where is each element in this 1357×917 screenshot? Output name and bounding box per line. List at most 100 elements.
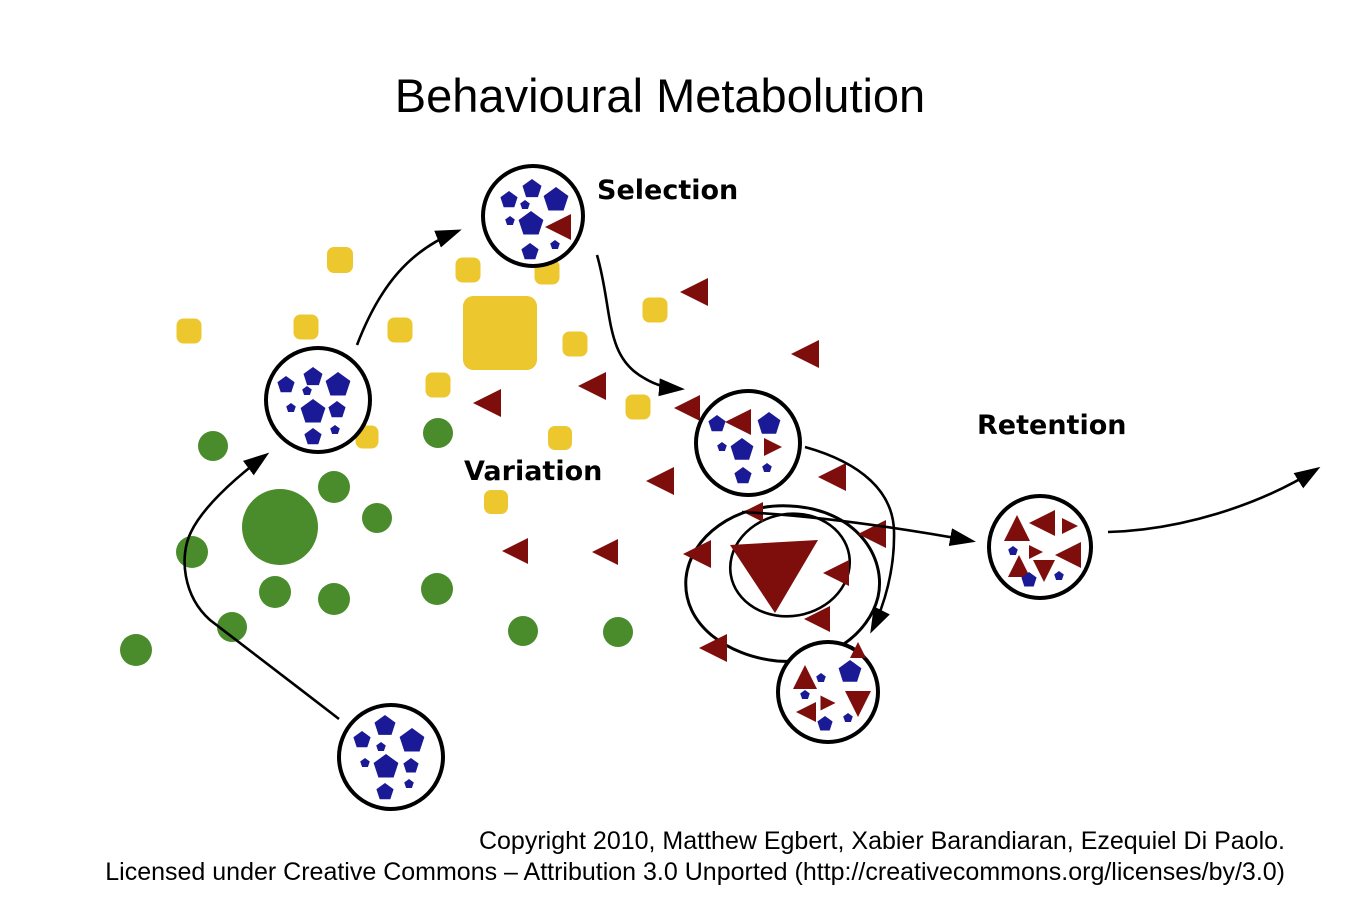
agent-pentagon: [286, 403, 296, 412]
agent-pentagon: [325, 372, 351, 396]
membrane-to-retention-arrow: [741, 510, 976, 546]
agent-pentagon: [521, 243, 539, 260]
green-food-circle: [318, 583, 350, 615]
agent-middle: [694, 389, 802, 497]
red-triangle: [683, 540, 711, 568]
agent-pentagon: [717, 442, 727, 451]
agent-pentagon: [353, 731, 371, 748]
agent-pentagon: [817, 716, 833, 731]
cycle-bottomleft-to-left-arrow: [183, 452, 340, 721]
yellow-food-square: [463, 296, 537, 370]
agent-pentagon: [522, 179, 542, 198]
agent-triangle: [1062, 518, 1078, 534]
agent-triangle: [820, 695, 836, 711]
yellow-food-square: [642, 297, 668, 323]
agent-triangle: [1004, 515, 1030, 541]
page-title: Behavioural Metabolution: [394, 69, 926, 122]
copyright-footer: Copyright 2010, Matthew Egbert, Xabier B…: [105, 826, 1285, 888]
agent-pentagon: [520, 200, 530, 209]
agent-triangle: [1033, 560, 1055, 582]
agent-triangle: [1029, 510, 1055, 536]
agent-pentagon: [843, 713, 853, 722]
membrane-outer: [684, 504, 881, 663]
agent-bottom-left: [337, 703, 445, 811]
agent-pentagon: [374, 715, 396, 735]
agent-pentagon: [816, 673, 826, 682]
arrow-layer: [183, 229, 1321, 721]
agent-pentagon: [376, 783, 394, 800]
agent-bottom-right: [776, 640, 880, 744]
agent-triangle: [545, 214, 571, 240]
agent-pentagon: [303, 367, 323, 386]
agent-pentagon: [302, 386, 312, 395]
cycle-left-to-selection-arrow: [355, 229, 462, 346]
agent-triangle: [1055, 542, 1081, 568]
agent-pentagon: [550, 240, 560, 249]
red-triangle: [578, 372, 606, 400]
agent-layer: [264, 164, 1093, 811]
yellow-food-square: [562, 331, 588, 357]
cycle-middle-to-bottomright-arrow: [804, 445, 896, 634]
yellow-food-square: [625, 394, 651, 420]
red-triangle: [804, 606, 830, 632]
copyright-line: Copyright 2010, Matthew Egbert, Xabier B…: [478, 827, 1285, 855]
agent-pentagon: [708, 415, 726, 432]
red-triangle: [674, 395, 700, 421]
agent-pentagon: [730, 438, 754, 460]
agent-pentagon: [404, 779, 414, 788]
agent-pentagon: [838, 660, 862, 682]
food-layer: [120, 247, 668, 666]
agent-pentagon: [800, 690, 810, 699]
red-triangle: [680, 278, 708, 306]
agent-left: [264, 346, 372, 454]
agent-pentagon: [376, 742, 386, 751]
green-food-circle: [508, 616, 538, 646]
green-food-circle: [198, 431, 228, 461]
agent-pentagon: [300, 399, 326, 423]
yellow-food-square: [484, 490, 508, 514]
red-triangle: [818, 463, 846, 491]
agent-pentagon: [543, 187, 569, 211]
retention-label: Retention: [977, 410, 1127, 441]
license-line: Licensed under Creative Commons – Attrib…: [105, 858, 1285, 886]
yellow-food-square: [425, 372, 451, 398]
red-triangle: [592, 539, 618, 565]
red-triangle: [699, 634, 727, 662]
triangle-layer: [473, 278, 886, 662]
agent-triangle: [725, 409, 751, 435]
big-red-triangle: [730, 540, 818, 613]
agent-pentagon: [399, 728, 425, 752]
green-food-circle: [423, 418, 453, 448]
yellow-food-square: [387, 317, 413, 343]
agent-pentagon: [518, 211, 544, 235]
agent-pentagon: [330, 425, 340, 434]
agent-pentagon: [500, 191, 518, 208]
red-triangle: [646, 467, 674, 495]
green-food-circle: [362, 503, 392, 533]
selection-label: Selection: [597, 175, 739, 206]
agent-pentagon: [328, 401, 346, 418]
green-food-circle: [242, 489, 318, 565]
agent-triangle: [764, 438, 782, 456]
green-food-circle: [603, 617, 633, 647]
yellow-food-square: [176, 318, 202, 344]
agent-selection: [481, 164, 585, 268]
agent-pentagon: [277, 376, 295, 393]
agent-pentagon: [762, 463, 772, 472]
agent-triangle: [850, 642, 866, 658]
red-triangle: [502, 538, 528, 564]
agent-triangle: [796, 702, 816, 722]
yellow-food-square: [327, 247, 353, 273]
green-food-circle: [318, 471, 350, 503]
green-food-circle: [421, 573, 453, 605]
agent-pentagon: [403, 758, 419, 773]
green-food-circle: [176, 536, 208, 568]
agent-pentagon: [1021, 572, 1037, 587]
yellow-food-square: [455, 257, 481, 283]
yellow-food-square: [548, 426, 572, 450]
agent-pentagon: [505, 216, 515, 225]
variation-label: Variation: [464, 456, 603, 487]
red-triangle: [473, 389, 501, 417]
